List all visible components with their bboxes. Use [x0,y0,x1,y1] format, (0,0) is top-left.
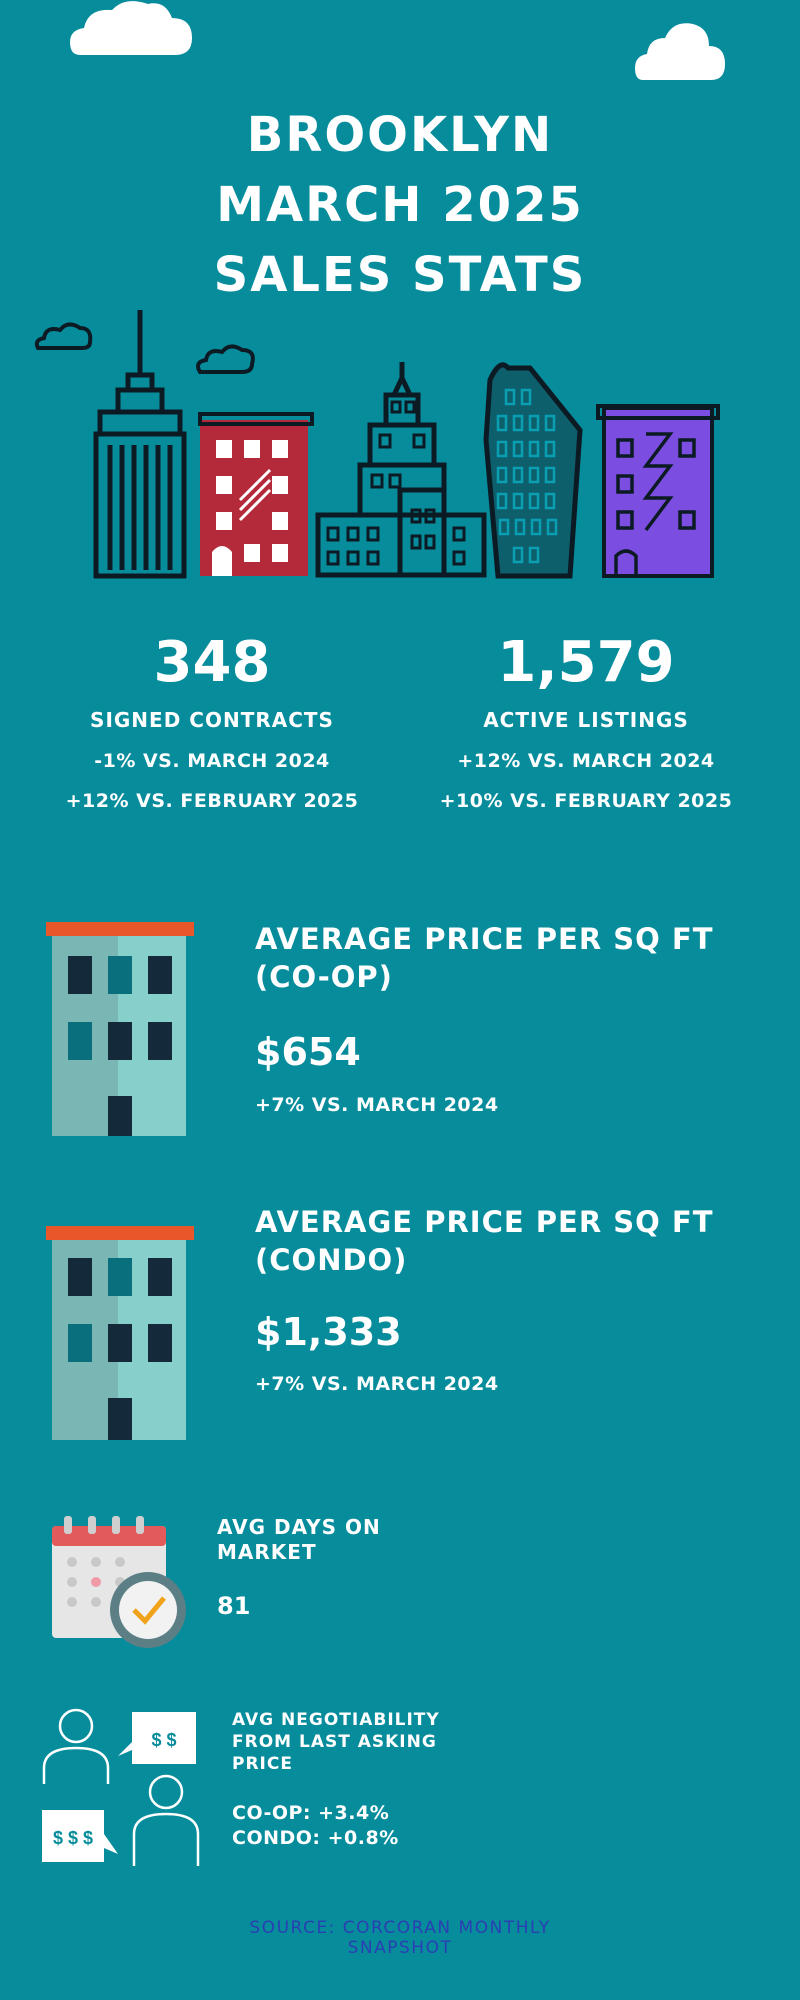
days-on-market-value: 81 [217,1592,251,1620]
stat-value: 1,579 [497,630,675,695]
source-line: SOURCE: CORCORAN MONTHLY [249,1918,551,1938]
days-title-line: AVG DAYS ON [217,1515,381,1539]
coop-price-title: AVERAGE PRICE PER SQ FT (CO-OP) [255,920,714,996]
negotiability-condo: CONDO: +0.8% [232,1827,399,1849]
stat-change: +12% VS. FEBRUARY 2025 [65,790,359,812]
cloud-icon [34,322,93,350]
skyline-illustration [34,310,720,579]
stat-change: +10% VS. FEBRUARY 2025 [439,790,733,812]
cloud-icon [70,1,192,56]
flatiron-building-icon [483,362,583,579]
stat-change: -1% VS. MARCH 2024 [94,750,330,772]
calendar-clock-icon [52,1516,186,1648]
days-title-line: MARKET [217,1540,317,1564]
title-line: BROOKLYN [246,107,554,163]
condo-price-change: +7% VS. MARCH 2024 [255,1373,499,1395]
stat-change: +12% VS. MARCH 2024 [457,750,715,772]
people-chat-icon: $ $ $ $ $ [42,1708,200,1866]
condo-price-title: AVERAGE PRICE PER SQ FT (CONDO) [255,1203,714,1279]
coop-title-line: (CO-OP) [255,960,393,994]
empire-state-icon [93,310,187,579]
tower-building-icon [315,362,487,578]
apartment-icon [46,922,194,1136]
source-line: SNAPSHOT [347,1938,453,1958]
purple-building-icon [596,404,720,578]
condo-title-line: AVERAGE PRICE PER SQ FT [255,1205,714,1239]
negotiability-title: AVG NEGOTIABILITY FROM LAST ASKING PRICE [232,1709,440,1775]
negotiability-coop: CO-OP: +3.4% [232,1802,390,1824]
coop-title-line: AVERAGE PRICE PER SQ FT [255,922,714,956]
apartment-icon [46,1226,194,1440]
negotiability-title-line: FROM LAST ASKING [232,1732,437,1752]
condo-price-value: $1,333 [255,1310,402,1354]
active-listings-stat: 1,579 ACTIVE LISTINGS +12% VS. MARCH 202… [386,628,786,812]
stat-label: ACTIVE LISTINGS [483,708,689,732]
stat-label: SIGNED CONTRACTS [90,708,334,732]
condo-title-line: (CONDO) [255,1243,408,1277]
coop-price-value: $654 [255,1030,361,1074]
cloud-icon [635,23,725,80]
brick-building-icon [198,412,314,576]
bubble-small-text: $ $ [151,1730,176,1750]
stat-value: 348 [153,630,271,695]
title-line: MARCH 2025 [216,177,584,233]
page-title: BROOKLYN MARCH 2025 SALES STATS [0,100,800,310]
days-on-market-title: AVG DAYS ON MARKET [217,1515,381,1565]
negotiability-title-line: PRICE [232,1754,293,1774]
cloud-icon [196,344,255,374]
source-note: SOURCE: CORCORAN MONTHLY SNAPSHOT [0,1918,800,1958]
signed-contracts-stat: 348 SIGNED CONTRACTS -1% VS. MARCH 2024 … [12,628,412,812]
negotiability-title-line: AVG NEGOTIABILITY [232,1710,440,1730]
bubble-large-text: $ $ $ [53,1828,93,1848]
coop-price-change: +7% VS. MARCH 2024 [255,1094,499,1116]
title-line: SALES STATS [213,247,587,303]
